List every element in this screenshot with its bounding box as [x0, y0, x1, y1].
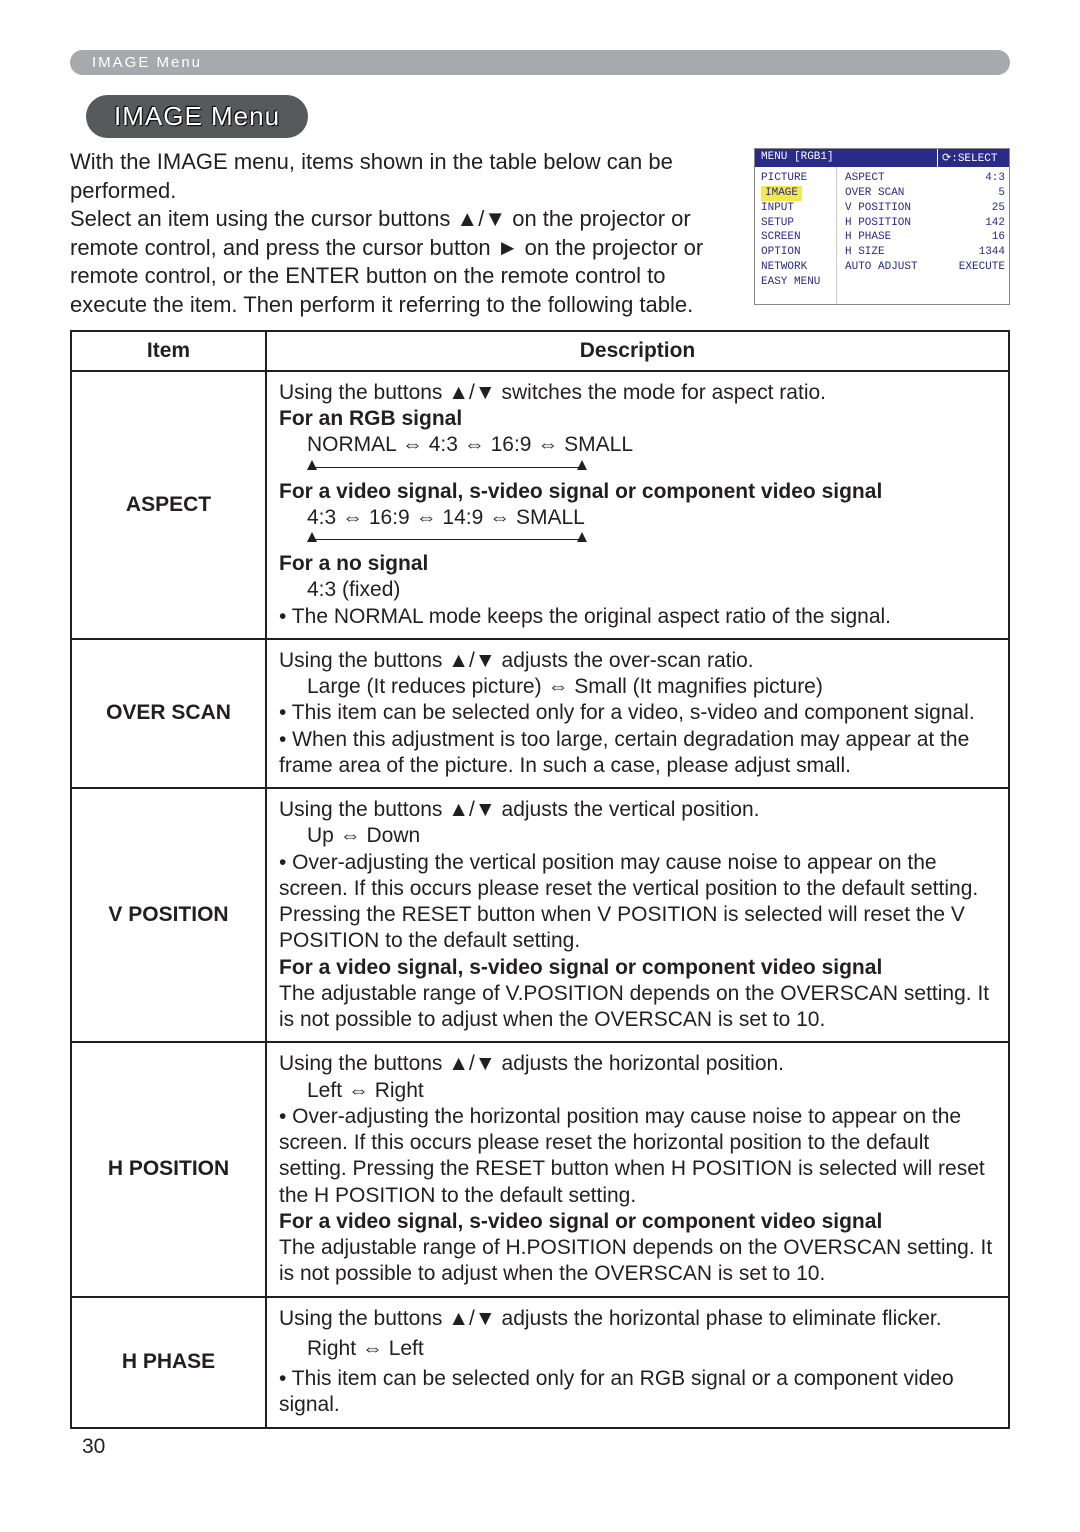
- aspect-note: • The NORMAL mode keeps the original asp…: [279, 605, 891, 628]
- osd-left-item: NETWORK: [761, 260, 836, 275]
- aspect-rgb-title: For an RGB signal: [279, 407, 462, 430]
- hphase-line2: Right ⇔ Left: [279, 1332, 996, 1366]
- aspect-nosig-title: For a no signal: [279, 552, 428, 575]
- desc-hphase: Using the buttons ▲/▼ adjusts the horizo…: [266, 1297, 1009, 1428]
- row-hposition: H POSITION Using the buttons ▲/▼ adjusts…: [71, 1042, 1009, 1296]
- section-pill: IMAGE Menu: [86, 95, 308, 138]
- aspect-line1: Using the buttons ▲/▼ switches the mode …: [279, 381, 826, 404]
- item-hphase: H PHASE: [71, 1297, 266, 1428]
- vpos-line2: Up ⇔ Down: [279, 823, 996, 849]
- item-aspect: ASPECT: [71, 371, 266, 639]
- osd-titlebar: MENU [RGB1] ⟳:SELECT: [755, 149, 1009, 167]
- aspect-video-seq: 4:3 ⇔ 16:9 ⇔ 14:9 ⇔ SMALL: [279, 505, 996, 531]
- table-header-row: Item Description: [71, 331, 1009, 371]
- row-hphase: H PHASE Using the buttons ▲/▼ adjusts th…: [71, 1297, 1009, 1428]
- osd-title-right: ⟳:SELECT: [937, 149, 1009, 167]
- osd-left-item: OPTION: [761, 245, 836, 260]
- hpos-line2: Left ⇔ Right: [279, 1078, 996, 1104]
- osd-right-row: H SIZE1344: [845, 245, 1005, 260]
- page-number: 30: [82, 1435, 1010, 1459]
- osd-right-row: H PHASE16: [845, 230, 1005, 245]
- desc-hposition: Using the buttons ▲/▼ adjusts the horizo…: [266, 1042, 1009, 1296]
- intro-p1: With the IMAGE menu, items shown in the …: [70, 149, 673, 203]
- image-menu-table: Item Description ASPECT Using the button…: [70, 330, 1010, 1429]
- osd-right-row: OVER SCAN5: [845, 186, 1005, 201]
- vpos-note2: The adjustable range of V.POSITION depen…: [279, 982, 989, 1031]
- section-header-bar: IMAGE Menu: [70, 50, 1010, 75]
- osd-left-item: PICTURE: [761, 171, 836, 186]
- osd-title-left: MENU [RGB1]: [755, 149, 937, 167]
- osd-menu: MENU [RGB1] ⟳:SELECT PICTUREIMAGEINPUTSE…: [754, 148, 1010, 305]
- desc-vposition: Using the buttons ▲/▼ adjusts the vertic…: [266, 788, 1009, 1042]
- hpos-note2: The adjustable range of H.POSITION depen…: [279, 1236, 992, 1285]
- osd-left-item: INPUT: [761, 201, 836, 216]
- hphase-line1: Using the buttons ▲/▼ adjusts the horizo…: [279, 1307, 942, 1330]
- overscan-line2: Large (It reduces picture) ⇔ Small (It m…: [279, 674, 996, 700]
- aspect-video-title: For a video signal, s-video signal or co…: [279, 480, 882, 503]
- section-pill-text: IMAGE Menu: [114, 101, 280, 131]
- select-icon: ⟳: [942, 153, 951, 165]
- overscan-note1: • This item can be selected only for a v…: [279, 701, 975, 724]
- item-vposition: V POSITION: [71, 788, 266, 1042]
- row-aspect: ASPECT Using the buttons ▲/▼ switches th…: [71, 371, 1009, 639]
- osd-left-col: PICTUREIMAGEINPUTSETUPSCREENOPTIONNETWOR…: [755, 167, 837, 304]
- osd-right-col: ASPECT4:3OVER SCAN5V POSITION25H POSITIO…: [837, 167, 1009, 304]
- col-description: Description: [266, 331, 1009, 371]
- osd-body: PICTUREIMAGEINPUTSETUPSCREENOPTIONNETWOR…: [755, 167, 1009, 304]
- intro-text: With the IMAGE menu, items shown in the …: [70, 148, 738, 320]
- osd-left-item: SCREEN: [761, 230, 836, 245]
- hpos-note1: • Over-adjusting the horizontal position…: [279, 1105, 985, 1207]
- hpos-line1: Using the buttons ▲/▼ adjusts the horizo…: [279, 1052, 784, 1075]
- row-overscan: OVER SCAN Using the buttons ▲/▼ adjusts …: [71, 639, 1009, 788]
- cycle-arrow-icon: [307, 531, 587, 549]
- overscan-line1: Using the buttons ▲/▼ adjusts the over-s…: [279, 649, 754, 672]
- osd-right-row: V POSITION25: [845, 201, 1005, 216]
- intro-p2: Select an item using the cursor buttons …: [70, 206, 703, 317]
- osd-left-item: SETUP: [761, 216, 836, 231]
- cycle-arrow-icon: [307, 459, 587, 477]
- overscan-note2: • When this adjustment is too large, cer…: [279, 728, 969, 777]
- row-vposition: V POSITION Using the buttons ▲/▼ adjusts…: [71, 788, 1009, 1042]
- desc-overscan: Using the buttons ▲/▼ adjusts the over-s…: [266, 639, 1009, 788]
- vpos-line1: Using the buttons ▲/▼ adjusts the vertic…: [279, 798, 759, 821]
- item-overscan: OVER SCAN: [71, 639, 266, 788]
- desc-aspect: Using the buttons ▲/▼ switches the mode …: [266, 371, 1009, 639]
- item-hposition: H POSITION: [71, 1042, 266, 1296]
- hphase-note1: • This item can be selected only for an …: [279, 1367, 954, 1416]
- hpos-bold: For a video signal, s-video signal or co…: [279, 1210, 882, 1233]
- osd-select-label: :SELECT: [951, 153, 997, 165]
- aspect-rgb-seq: NORMAL ⇔ 4:3 ⇔ 16:9 ⇔ SMALL: [279, 432, 996, 458]
- osd-left-item: EASY MENU: [761, 275, 836, 290]
- osd-right-row: ASPECT4:3: [845, 171, 1005, 186]
- aspect-nosig-seq: 4:3 (fixed): [279, 577, 996, 603]
- intro-row: With the IMAGE menu, items shown in the …: [70, 148, 1010, 320]
- section-header-text: IMAGE Menu: [92, 54, 202, 71]
- osd-right-row: H POSITION142: [845, 216, 1005, 231]
- vpos-note1: • Over-adjusting the vertical position m…: [279, 851, 978, 953]
- osd-left-item: IMAGE: [761, 186, 836, 201]
- col-item: Item: [71, 331, 266, 371]
- osd-right-row: AUTO ADJUSTEXECUTE: [845, 260, 1005, 275]
- vpos-bold: For a video signal, s-video signal or co…: [279, 956, 882, 979]
